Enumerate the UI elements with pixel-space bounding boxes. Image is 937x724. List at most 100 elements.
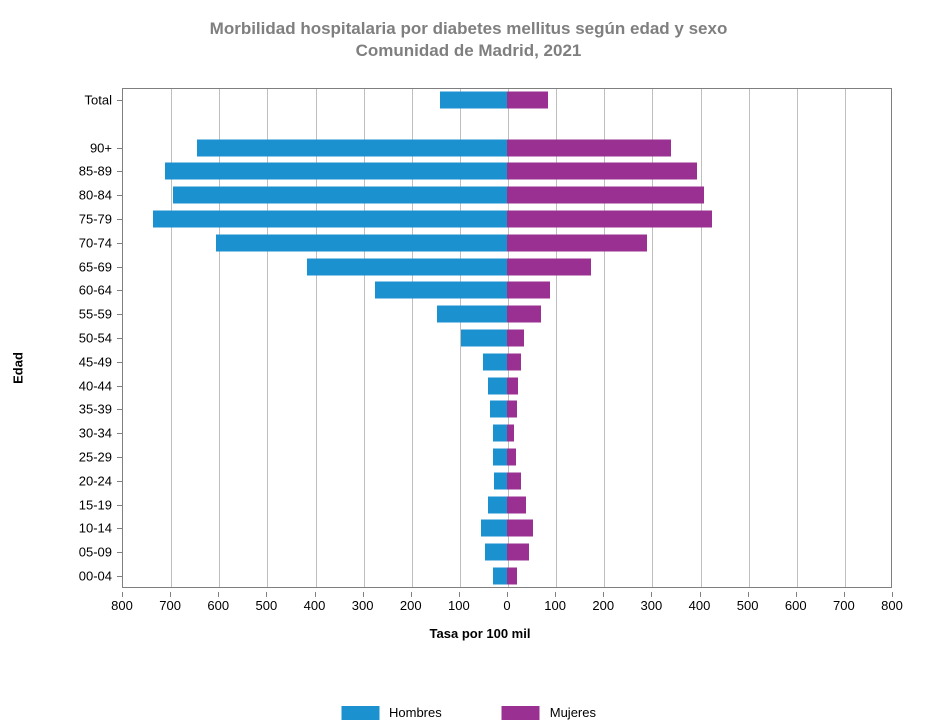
chart-row: 75-79 [60, 207, 892, 231]
x-tick-label: 300 [641, 598, 663, 613]
x-tick-label: 0 [503, 598, 510, 613]
x-tick [651, 592, 652, 597]
x-tick-label: 100 [448, 598, 470, 613]
x-tick-label: 100 [544, 598, 566, 613]
x-tick [844, 592, 845, 597]
chart-row: 50-54 [60, 326, 892, 350]
chart-row: 80-84 [60, 183, 892, 207]
category-label: 10-14 [52, 521, 112, 536]
category-label: 50-54 [52, 330, 112, 345]
bar-hombres [488, 377, 507, 394]
y-tick [117, 243, 122, 244]
bar-hombres [481, 520, 507, 537]
chart-row: 35-39 [60, 398, 892, 422]
bar-mujeres [507, 353, 521, 370]
bar-hombres [165, 163, 507, 180]
x-tick [700, 592, 701, 597]
x-tick-label: 800 [111, 598, 133, 613]
legend: Hombres Mujeres [341, 705, 596, 720]
chart-row: 40-44 [60, 374, 892, 398]
chart-row: 05-09 [60, 540, 892, 564]
category-label: 35-39 [52, 402, 112, 417]
bar-mujeres [507, 377, 518, 394]
x-tick [603, 592, 604, 597]
chart-area: Edad 80070060050040030020010001002003004… [60, 88, 900, 648]
x-tick [315, 592, 316, 597]
chart-row: 30-34 [60, 421, 892, 445]
x-tick-label: 700 [159, 598, 181, 613]
legend-swatch [502, 706, 540, 720]
x-tick-label: 500 [737, 598, 759, 613]
chart-row: 10-14 [60, 517, 892, 541]
bar-hombres [216, 234, 507, 251]
category-label: 15-19 [52, 497, 112, 512]
bar-hombres [197, 139, 507, 156]
category-label: 30-34 [52, 426, 112, 441]
chart-row: 55-59 [60, 302, 892, 326]
x-tick-label: 200 [592, 598, 614, 613]
chart-row: 85-89 [60, 159, 892, 183]
category-label: 75-79 [52, 211, 112, 226]
y-tick [117, 338, 122, 339]
bar-hombres [493, 568, 507, 585]
y-tick [117, 219, 122, 220]
bar-mujeres [507, 329, 524, 346]
bar-mujeres [507, 449, 516, 466]
y-tick [117, 362, 122, 363]
bar-mujeres [507, 163, 697, 180]
x-tick [266, 592, 267, 597]
category-label: 25-29 [52, 450, 112, 465]
y-tick [117, 409, 122, 410]
legend-item: Mujeres [502, 705, 596, 720]
category-label: 85-89 [52, 164, 112, 179]
y-tick [117, 481, 122, 482]
chart-row: 65-69 [60, 255, 892, 279]
y-axis-label: Edad [11, 352, 26, 384]
chart-row: 00-04 [60, 564, 892, 588]
legend-item: Hombres [341, 705, 442, 720]
chart-row: 70-74 [60, 231, 892, 255]
chart-title: Morbilidad hospitalaria por diabetes mel… [0, 0, 937, 62]
y-tick [117, 386, 122, 387]
bar-hombres [493, 449, 507, 466]
bar-mujeres [507, 282, 550, 299]
bar-mujeres [507, 544, 529, 561]
category-label: 90+ [52, 140, 112, 155]
category-label: 45-49 [52, 354, 112, 369]
category-label: 80-84 [52, 188, 112, 203]
chart-row: 20-24 [60, 469, 892, 493]
chart-row: 60-64 [60, 278, 892, 302]
bar-mujeres [507, 234, 647, 251]
bar-hombres [437, 306, 507, 323]
x-tick [411, 592, 412, 597]
bar-mujeres [507, 139, 671, 156]
x-tick [459, 592, 460, 597]
y-tick [117, 457, 122, 458]
bar-hombres [307, 258, 507, 275]
y-tick [117, 267, 122, 268]
y-tick [117, 171, 122, 172]
bar-hombres [375, 282, 507, 299]
bar-hombres [440, 91, 507, 108]
y-tick [117, 195, 122, 196]
x-tick-label: 400 [304, 598, 326, 613]
category-label: 05-09 [52, 545, 112, 560]
bar-hombres [488, 496, 507, 513]
legend-label: Hombres [389, 705, 442, 720]
x-axis-label: Tasa por 100 mil [430, 626, 531, 641]
x-tick [218, 592, 219, 597]
legend-swatch [341, 706, 379, 720]
bar-mujeres [507, 520, 533, 537]
x-tick [122, 592, 123, 597]
chart-row: 45-49 [60, 350, 892, 374]
title-line-1: Morbilidad hospitalaria por diabetes mel… [0, 18, 937, 40]
bar-mujeres [507, 496, 526, 513]
legend-label: Mujeres [550, 705, 596, 720]
bar-hombres [493, 425, 507, 442]
bar-mujeres [507, 472, 521, 489]
bar-mujeres [507, 258, 591, 275]
x-tick [170, 592, 171, 597]
x-tick [555, 592, 556, 597]
bar-mujeres [507, 210, 712, 227]
chart-row: 25-29 [60, 445, 892, 469]
